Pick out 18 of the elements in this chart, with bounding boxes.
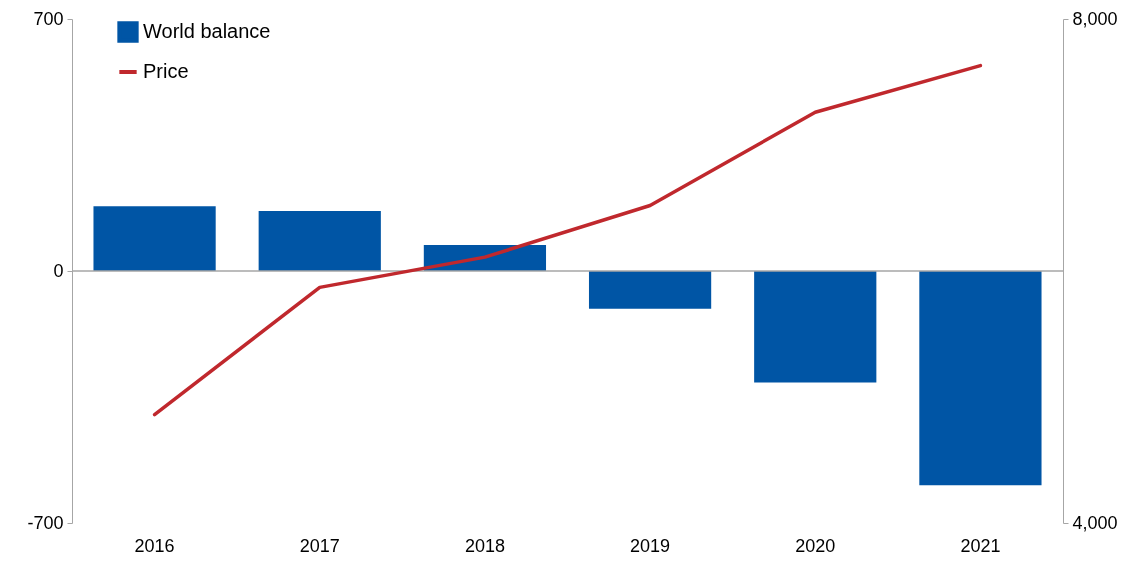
y-tick-label: 0 <box>53 260 64 281</box>
bar <box>754 271 877 383</box>
x-tick-label: 2020 <box>795 535 836 556</box>
legend-label: Price <box>143 60 189 82</box>
x-tick-label: 2018 <box>464 535 505 556</box>
bar <box>93 206 216 271</box>
x-tick-label: 2021 <box>960 535 1001 556</box>
legend-label: World balance <box>143 20 271 42</box>
x-tick-label: 2017 <box>299 535 340 556</box>
bar <box>588 271 712 309</box>
x-tick-label: 2019 <box>630 535 671 556</box>
y-tick-label: -700 <box>27 512 64 533</box>
y-tick-label: 700 <box>33 8 64 29</box>
y2-tick-label: 4,000 <box>1072 512 1118 533</box>
x-tick-label: 2016 <box>134 535 175 556</box>
y2-tick-label: 8,000 <box>1072 8 1118 29</box>
bar <box>919 271 1042 486</box>
bar <box>258 210 381 271</box>
